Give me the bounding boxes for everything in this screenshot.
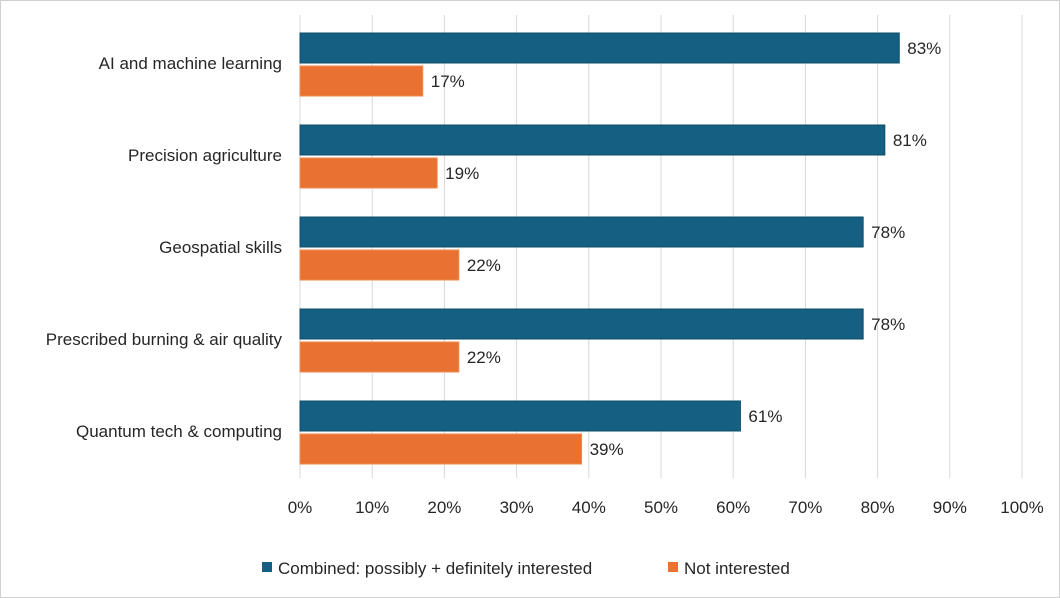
x-tick-label: 0% (288, 498, 313, 517)
category-label: AI and machine learning (99, 54, 282, 73)
x-tick-label: 20% (427, 498, 461, 517)
category-labels: AI and machine learning Precision agricul… (46, 54, 283, 441)
data-label: 83% (907, 39, 941, 58)
legend: Combined: possibly + definitely interest… (262, 559, 790, 578)
data-label: 61% (748, 407, 782, 426)
x-axis-ticks: 0% 10% 20% 30% 40% 50% 60% 70% 80% 90% 100% (288, 498, 1044, 517)
bar-combined-interested (299, 124, 886, 156)
legend-label: Combined: possibly + definitely interest… (278, 559, 592, 578)
bars: 83% 17% 81% 19% 78% 22% 78% 22% 61% 39% (299, 32, 941, 465)
data-label: 17% (431, 72, 465, 91)
x-tick-label: 90% (933, 498, 967, 517)
category-label: Prescribed burning & air quality (46, 330, 283, 349)
data-label: 19% (445, 164, 479, 183)
x-tick-label: 100% (1000, 498, 1043, 517)
x-tick-label: 10% (355, 498, 389, 517)
x-tick-label: 40% (572, 498, 606, 517)
bar-combined-interested (299, 216, 864, 248)
data-label: 22% (467, 256, 501, 275)
bar-not-interested (299, 65, 424, 97)
x-tick-label: 80% (861, 498, 895, 517)
bar-not-interested (299, 157, 438, 189)
category-label: Geospatial skills (159, 238, 282, 257)
data-label: 78% (871, 223, 905, 242)
bar-not-interested (299, 341, 460, 373)
bar-not-interested (299, 249, 460, 281)
x-tick-label: 50% (644, 498, 678, 517)
data-label: 78% (871, 315, 905, 334)
category-label: Precision agriculture (128, 146, 282, 165)
bar-combined-interested (299, 32, 900, 64)
legend-swatch (668, 562, 678, 572)
data-label: 39% (590, 440, 624, 459)
bar-not-interested (299, 433, 583, 465)
data-label: 81% (893, 131, 927, 150)
x-tick-label: 60% (716, 498, 750, 517)
x-tick-label: 30% (500, 498, 534, 517)
bar-combined-interested (299, 400, 741, 432)
legend-swatch (262, 562, 272, 572)
legend-label: Not interested (684, 559, 790, 578)
bar-combined-interested (299, 308, 864, 340)
data-label: 22% (467, 348, 501, 367)
category-label: Quantum tech & computing (76, 422, 282, 441)
x-tick-label: 70% (788, 498, 822, 517)
